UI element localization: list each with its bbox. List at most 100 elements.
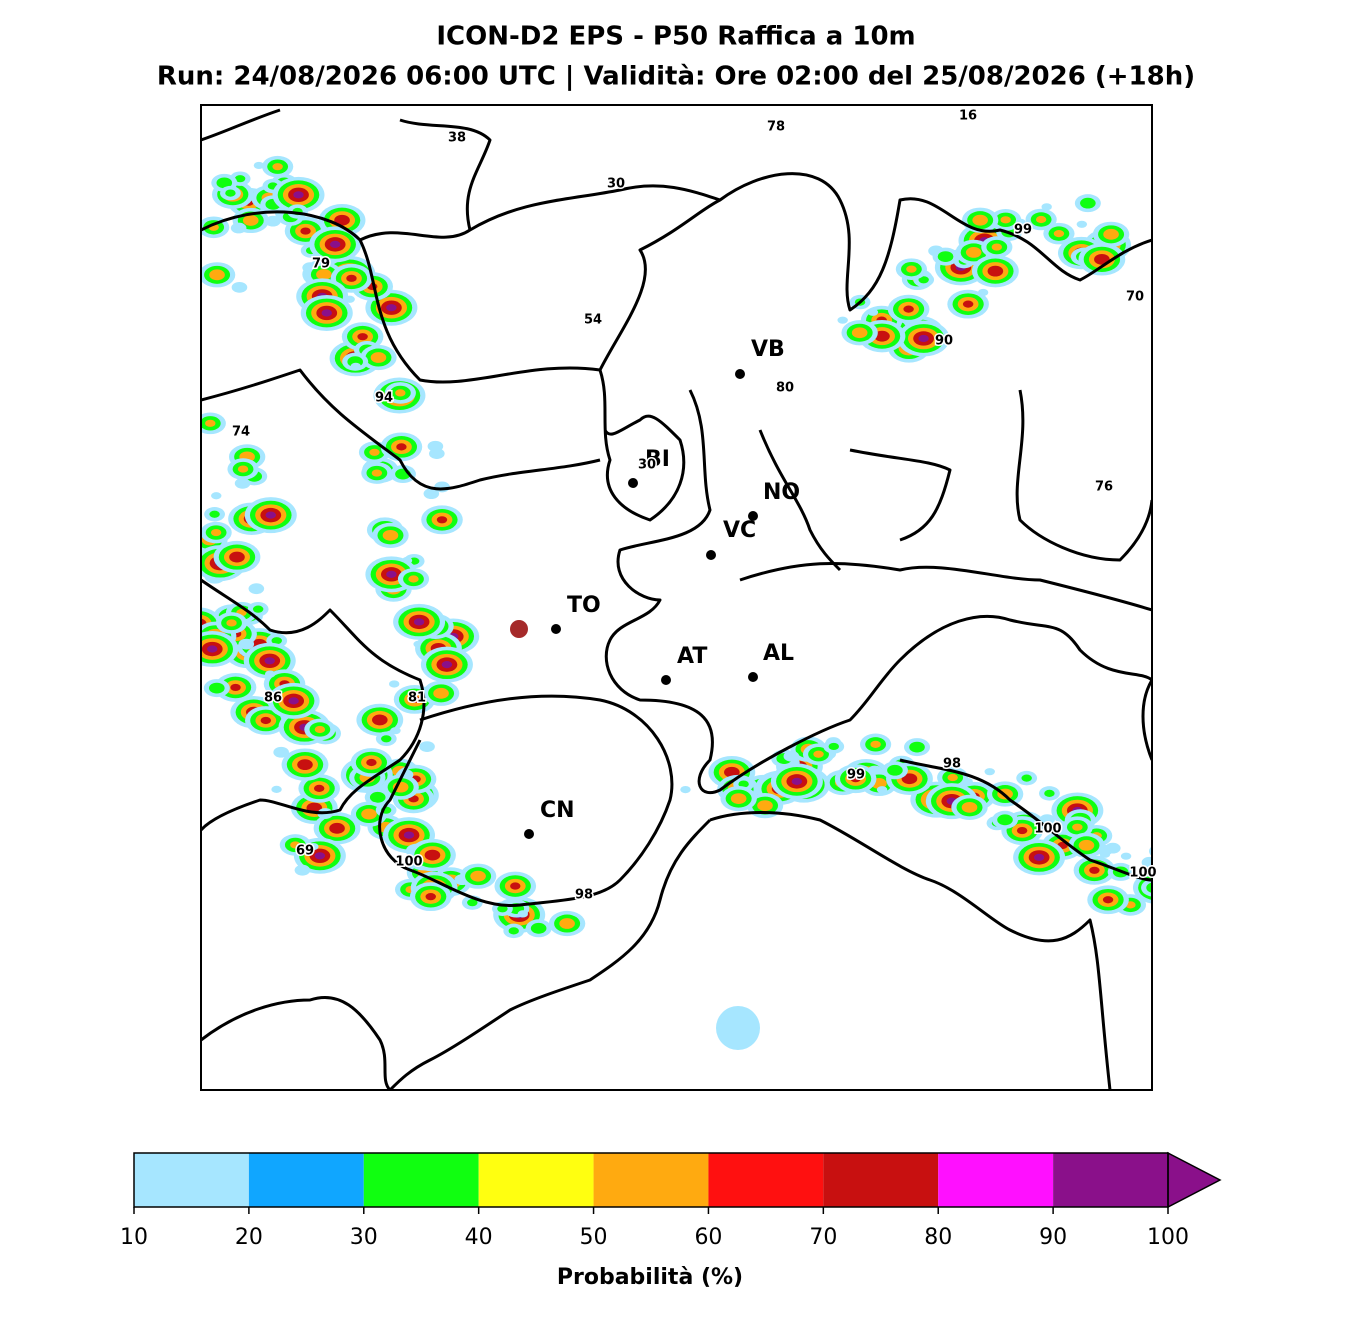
field-patch <box>396 443 407 451</box>
field-patch <box>229 551 245 563</box>
field-patch <box>887 764 903 776</box>
field-patch <box>297 759 313 771</box>
colorbar-bin <box>823 1153 939 1207</box>
city-label: VB <box>751 337 785 362</box>
field-patch <box>371 469 383 477</box>
field-patch <box>1099 850 1111 858</box>
field-patch <box>1154 848 1164 855</box>
field-patch <box>441 661 453 669</box>
field-patch <box>1044 789 1055 797</box>
field-patch <box>937 251 954 263</box>
city-dot <box>551 624 561 634</box>
colorbar-tick-label: 10 <box>120 1225 148 1250</box>
field-patch <box>1015 218 1026 226</box>
field-patch <box>329 240 341 248</box>
point-label: 98 <box>943 757 961 772</box>
field-patch <box>1076 220 1088 228</box>
title: ICON-D2 EPS - P50 Raffica a 10m <box>436 22 915 52</box>
field-patch <box>1078 839 1095 851</box>
field-patch <box>730 793 747 805</box>
field-patch <box>497 905 508 913</box>
field-patch <box>413 618 425 626</box>
point-label: 100 <box>1034 822 1061 837</box>
field-patch <box>850 775 861 783</box>
field-patch <box>1120 852 1132 860</box>
point-label: 54 <box>584 313 602 328</box>
field-patch <box>293 191 304 199</box>
colorbar-tick-label: 50 <box>580 1225 608 1250</box>
point-label: 100 <box>1129 866 1156 881</box>
field-patch <box>216 177 233 189</box>
field-patch <box>991 243 1003 251</box>
field-patch <box>294 864 311 876</box>
colorbar-bin <box>363 1153 479 1207</box>
colorbar-tick-label: 40 <box>465 1225 493 1250</box>
field-patch <box>386 304 397 312</box>
field-patch <box>361 808 377 820</box>
field-patch <box>1033 853 1045 861</box>
field-patch <box>314 852 326 860</box>
field-patch <box>209 682 225 694</box>
city-dot <box>748 672 758 682</box>
field-patch <box>906 265 917 273</box>
colorbar-frame <box>133 1152 1169 1208</box>
field-patch <box>716 1006 760 1050</box>
field-patch <box>271 785 282 793</box>
point-label: 90 <box>935 334 953 349</box>
field-patch <box>1080 197 1096 209</box>
point-label: 74 <box>232 425 250 440</box>
field-patch <box>965 246 982 258</box>
field-patch <box>370 352 387 363</box>
field-patch <box>248 583 265 595</box>
location-marker <box>510 620 528 638</box>
point-label: 81 <box>408 691 426 706</box>
cities: VB BI NO VC TO AT AL CN <box>524 337 800 839</box>
field-patch <box>395 389 406 397</box>
field-patch <box>252 605 264 613</box>
field-patch <box>273 746 289 758</box>
field-patch <box>403 831 415 839</box>
field-patch <box>242 215 259 226</box>
field-patch <box>1089 866 1100 874</box>
field-patch <box>313 784 325 792</box>
city-dot <box>524 829 534 839</box>
field-patch <box>350 362 361 370</box>
colorbar-label: Probabilità (%) <box>557 1265 743 1290</box>
field-patch <box>207 645 218 653</box>
field-patch <box>434 481 450 493</box>
field-patch <box>1072 823 1083 831</box>
colorbar-bin <box>938 1153 1054 1207</box>
field-patch <box>987 265 1004 277</box>
field-patch <box>390 727 401 735</box>
colorbar-tick-label: 80 <box>924 1225 952 1250</box>
field-patch <box>997 814 1013 826</box>
field-patch <box>783 750 800 762</box>
field-patch <box>510 882 521 890</box>
field-patch <box>1016 826 1028 835</box>
field-patch <box>972 214 988 226</box>
field-patch <box>909 741 925 753</box>
colorbar-extend <box>1167 1151 1222 1209</box>
field-patch <box>226 619 237 627</box>
city-dot <box>661 675 671 685</box>
field-patch <box>205 419 216 427</box>
subtitle: Run: 24/08/2026 06:00 UTC | Validità: Or… <box>157 62 1195 92</box>
point-label: 99 <box>847 768 865 783</box>
probability-field <box>201 155 1164 1050</box>
field-patch <box>419 741 435 752</box>
colorbar-bin <box>1053 1153 1168 1207</box>
city-dot <box>748 511 758 521</box>
field-patch <box>314 725 326 734</box>
field-patch <box>559 918 575 929</box>
field-patch <box>680 786 691 794</box>
field-patch <box>265 215 281 227</box>
field-patch <box>791 777 803 785</box>
colorbar-bin <box>708 1153 824 1207</box>
colorbar-bin <box>248 1153 364 1207</box>
field-patch <box>867 308 879 316</box>
point-label: 38 <box>448 131 466 146</box>
field-patch <box>918 276 929 284</box>
city-label: NO <box>763 480 800 505</box>
field-patch <box>209 510 220 518</box>
field-patch <box>329 822 345 834</box>
